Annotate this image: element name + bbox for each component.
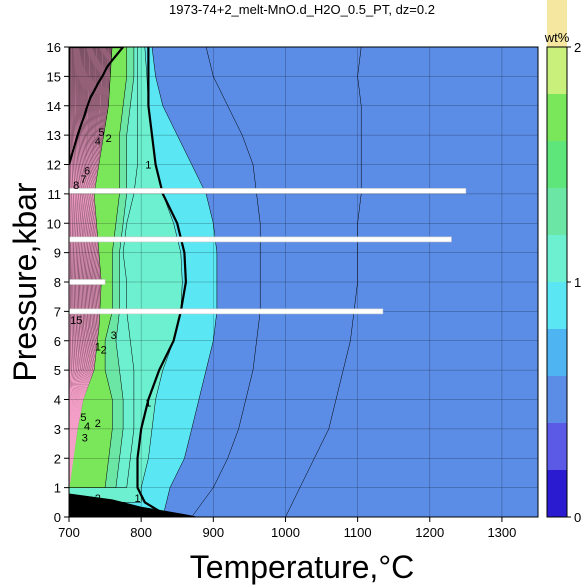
contour-label: 1 xyxy=(77,508,83,520)
white-gap-bars xyxy=(69,188,467,315)
colorbar-swatch xyxy=(547,235,567,282)
contour-label: 8 xyxy=(73,180,79,192)
colorbar-swatch xyxy=(547,376,567,423)
white-gap-bar xyxy=(69,308,384,315)
dense-contour-line xyxy=(69,47,112,517)
x-tick-label: 700 xyxy=(58,525,80,540)
contour-label: 2 xyxy=(95,493,101,505)
contour-label: 3 xyxy=(82,433,88,445)
contour-label: 1 xyxy=(145,160,151,172)
colorbar-swatch xyxy=(547,141,567,188)
chart-title: 1973-74+2_melt-MnO.d_H2O_0.5_PT, dz=0.2 xyxy=(169,2,435,17)
y-tick-label: 15 xyxy=(47,69,61,84)
colorbar-label: wt% xyxy=(544,30,570,45)
y-tick-label: 0 xyxy=(54,510,61,525)
colorbar-tick-label: 1 xyxy=(574,275,581,290)
x-tick-label: 1100 xyxy=(344,525,372,540)
contour-label: 1 xyxy=(134,493,140,505)
y-tick-label: 7 xyxy=(54,304,61,319)
low-pressure-tail xyxy=(69,493,199,517)
contour-label: 7 xyxy=(80,174,86,186)
colorbar-swatch xyxy=(547,0,567,47)
y-axis-title: Pressure,kbar xyxy=(7,182,43,382)
contour-label: 5 xyxy=(80,412,86,424)
y-tick-label: 14 xyxy=(47,99,61,114)
contour-label: 4 xyxy=(84,421,90,433)
white-gap-bar xyxy=(69,236,452,243)
contour-label: 2 xyxy=(101,345,107,357)
white-gap-bar xyxy=(69,279,106,285)
x-tick-label: 800 xyxy=(130,525,152,540)
colorbar-swatch xyxy=(547,94,567,141)
contour-label: 5 xyxy=(98,127,104,139)
contour-label: 1 xyxy=(145,397,151,409)
colorbar-tick-label: 2 xyxy=(574,40,581,55)
colorbar-swatch xyxy=(547,282,567,329)
colorbar-swatch xyxy=(547,47,567,94)
contour-label: 6 xyxy=(84,165,90,177)
colorbar: 0 1 2 xyxy=(546,0,581,525)
x-axis-ticks: 700 800 900 1000 1100 1200 1300 xyxy=(58,517,516,540)
x-tick-label: 1000 xyxy=(271,525,300,540)
y-tick-label: 12 xyxy=(47,158,61,173)
colorbar-swatch xyxy=(547,188,567,235)
x-tick-label: 900 xyxy=(202,525,224,540)
y-tick-label: 10 xyxy=(47,216,61,231)
y-tick-label: 3 xyxy=(54,422,61,437)
y-tick-label: 11 xyxy=(48,187,62,202)
contour-label: 2 xyxy=(106,133,112,145)
contour-label: 4 xyxy=(95,136,101,148)
white-gap-bar xyxy=(69,188,467,194)
y-tick-label: 4 xyxy=(54,393,61,408)
y-tick-label: 5 xyxy=(54,363,61,378)
solidus-curve xyxy=(136,47,188,513)
colorbar-swatch xyxy=(547,423,567,470)
colorbar-swatch xyxy=(547,329,567,376)
colorbar-tick-label: 0 xyxy=(574,510,581,525)
colorbar-swatch xyxy=(547,470,567,517)
y-tick-label: 1 xyxy=(54,481,61,496)
y-tick-label: 9 xyxy=(54,246,61,261)
contour-label: 3 xyxy=(111,330,117,342)
y-tick-label: 8 xyxy=(54,275,61,290)
x-tick-label: 1300 xyxy=(487,525,516,540)
y-tick-label: 16 xyxy=(47,40,61,55)
y-tick-label: 2 xyxy=(54,451,61,466)
contour-label: 1 xyxy=(95,342,101,354)
y-tick-label: 13 xyxy=(47,128,61,143)
x-tick-label: 1200 xyxy=(415,525,444,540)
contour-label: 2 xyxy=(95,418,101,430)
contour-label: 15 xyxy=(70,315,82,327)
y-tick-label: 6 xyxy=(54,334,61,349)
x-axis-title: Temperature,°C xyxy=(190,549,414,585)
